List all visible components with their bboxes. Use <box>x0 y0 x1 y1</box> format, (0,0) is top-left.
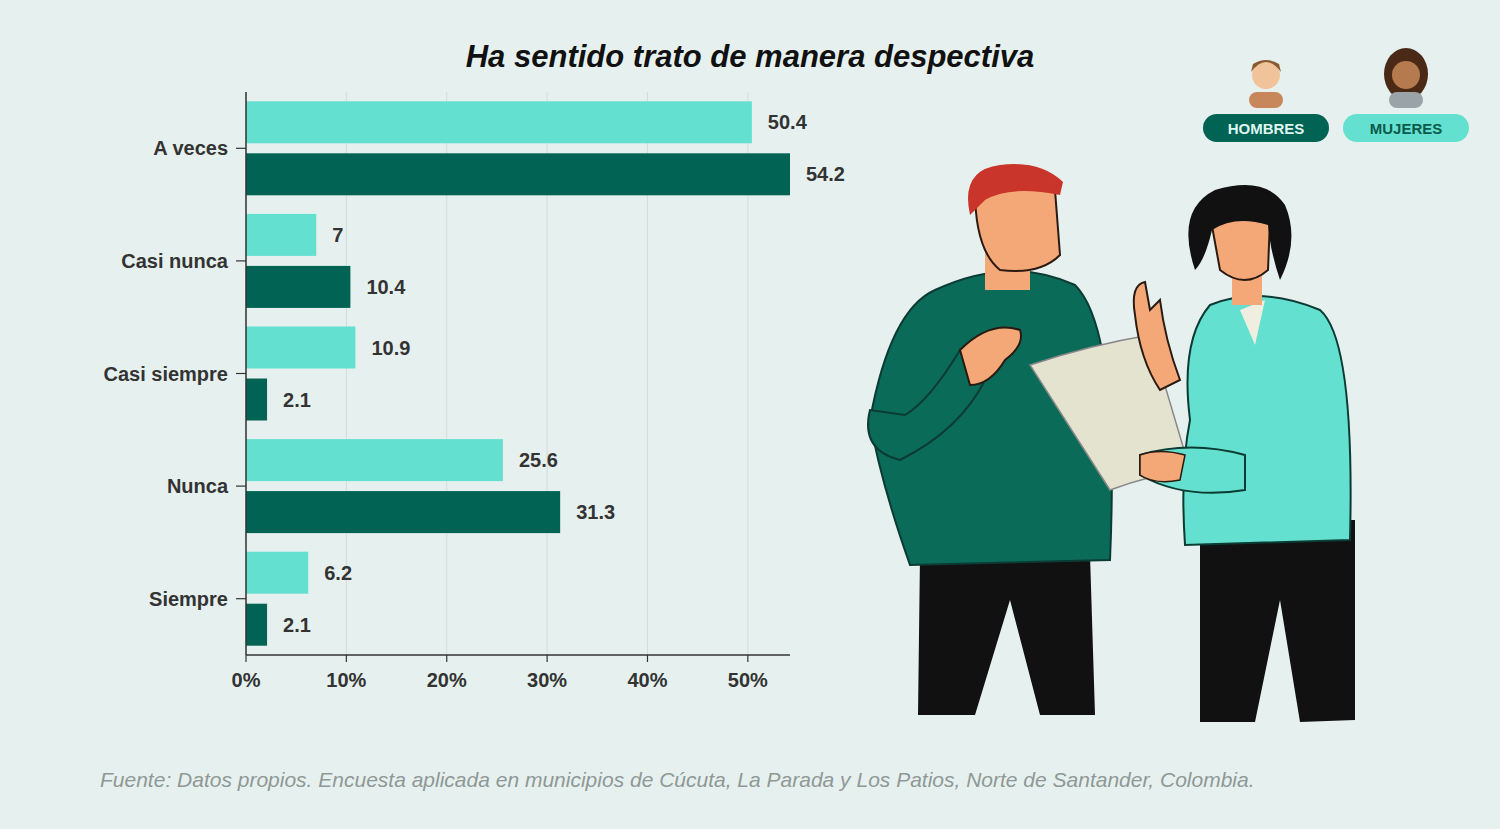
tick-mark <box>446 655 447 662</box>
icon-face <box>1252 61 1280 89</box>
bar <box>246 552 308 594</box>
bar <box>246 491 560 533</box>
icon-shoulders <box>1249 92 1283 108</box>
illustration <box>868 164 1355 722</box>
woman-hair <box>1188 185 1291 280</box>
title: Ha sentido trato de manera despectiva <box>466 39 1035 74</box>
tick-mark <box>346 655 347 662</box>
woman-hand2 <box>1140 452 1185 482</box>
bars <box>246 101 790 645</box>
legend-icon <box>1384 48 1428 108</box>
data-label: 2.1 <box>283 614 311 636</box>
bar <box>246 266 350 308</box>
tick-mark <box>747 655 748 662</box>
woman-hand <box>1134 282 1180 390</box>
tick-mark <box>547 655 548 662</box>
x-axis-line <box>246 654 790 656</box>
legend-icon <box>1249 60 1283 108</box>
data-label: 54.2 <box>806 163 845 185</box>
category-tick <box>236 598 246 599</box>
legend: HOMBRES MUJERES <box>1203 48 1469 142</box>
legend-label: MUJERES <box>1370 120 1443 137</box>
bar <box>246 101 752 143</box>
category-label: A veces <box>153 137 228 159</box>
data-labels: 50.4 54.2 7 10.4 10.9 2.1 25.6 31.3 6.2 2.1 <box>283 111 845 635</box>
category-label: Siempre <box>149 588 228 610</box>
chart-root: Ha sentido trato de manera despectiva Fue… <box>0 0 1500 829</box>
bar <box>246 439 503 481</box>
bar <box>246 153 790 195</box>
category-label: Casi nunca <box>121 250 229 272</box>
tick-mark <box>647 655 648 662</box>
tick-label: 30% <box>527 669 567 691</box>
category-tick <box>236 148 246 149</box>
data-label: 6.2 <box>324 562 352 584</box>
woman-blouse <box>1240 300 1265 345</box>
data-label: 10.4 <box>366 276 406 298</box>
man-pants <box>918 555 1095 715</box>
tick-label: 50% <box>728 669 768 691</box>
icon-shoulders <box>1389 92 1423 108</box>
man-hair <box>968 164 1063 215</box>
woman-arm <box>1140 448 1245 493</box>
icon-face <box>1392 61 1420 89</box>
tick-label: 10% <box>326 669 366 691</box>
category-tick <box>236 486 246 487</box>
page: {"chart_data": { "type": "bar", "orienta… <box>0 0 1500 829</box>
bar <box>246 327 355 369</box>
legend-swatch <box>1203 114 1329 142</box>
data-label: 2.1 <box>283 389 311 411</box>
bar <box>246 604 267 646</box>
source: Fuente: Datos propios. Encuesta aplicada… <box>100 768 1255 791</box>
bar <box>246 214 316 256</box>
icon-hair <box>1251 60 1281 72</box>
data-label: 25.6 <box>519 449 558 471</box>
bar <box>246 379 267 421</box>
category-axis: A veces Casi nunca Casi siempre Nunca Siempr… <box>103 137 246 609</box>
category-tick <box>236 373 246 374</box>
data-label: 31.3 <box>576 501 615 523</box>
man-hand <box>960 328 1021 386</box>
y-axis-line <box>245 92 247 655</box>
woman-pants <box>1200 520 1355 722</box>
legend-swatch <box>1343 114 1469 142</box>
grid-line <box>246 92 247 655</box>
tick-label: 40% <box>627 669 667 691</box>
tick-label: 20% <box>427 669 467 691</box>
category-label: Nunca <box>167 475 229 497</box>
tick-mark <box>245 655 246 662</box>
data-label: 50.4 <box>768 111 808 133</box>
category-tick <box>236 260 246 261</box>
data-label: 10.9 <box>371 337 410 359</box>
data-label: 7 <box>332 224 343 246</box>
background <box>0 0 1500 829</box>
tick-label: 0% <box>232 669 261 691</box>
legend-label: HOMBRES <box>1228 120 1305 137</box>
category-label: Casi siempre <box>103 363 228 385</box>
woman-jacket <box>1183 296 1350 545</box>
